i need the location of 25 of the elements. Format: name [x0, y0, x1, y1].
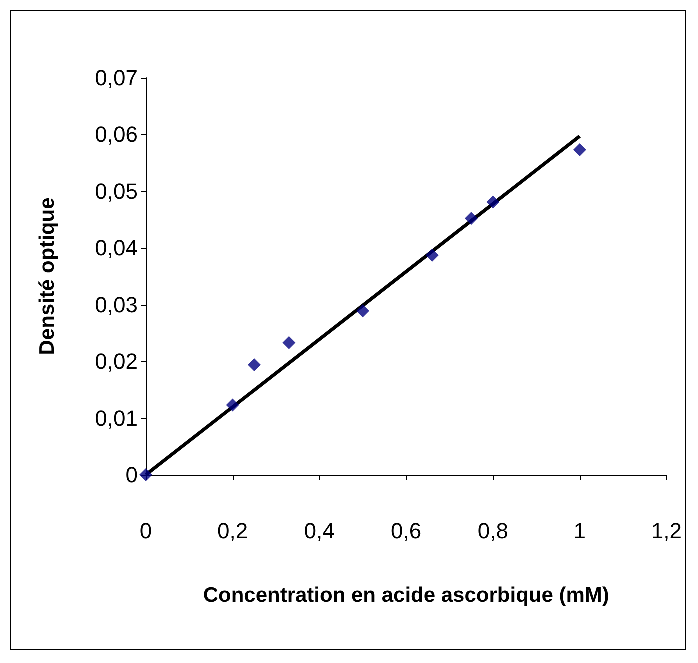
x-axis-title: Concentration en acide ascorbique (mM)	[203, 584, 610, 607]
point	[282, 336, 296, 350]
point	[426, 249, 439, 262]
y-tick-label: 0,07	[95, 66, 138, 90]
y-tick-label: 0,02	[95, 349, 138, 374]
point	[248, 358, 261, 372]
point	[486, 196, 500, 209]
point	[140, 468, 152, 482]
y-axis-title: Densité optique	[36, 198, 59, 356]
x-tick-label: 0,8	[478, 518, 508, 544]
x-tick-label: 0,4	[304, 518, 335, 544]
y-tick-label: 0,04	[95, 236, 138, 261]
y-tick-label: 0,06	[95, 122, 138, 148]
y-tick-label: 0,05	[95, 178, 138, 204]
y-tick-label: 0	[126, 462, 138, 488]
x-tick-label: 1	[574, 518, 586, 544]
point	[464, 212, 478, 226]
x-tick-label: 0,6	[391, 518, 422, 544]
point	[226, 398, 240, 412]
y-tick-label: 0,03	[95, 292, 138, 318]
x-tick-label: 0,2	[217, 518, 248, 544]
point	[573, 144, 586, 157]
x-tick-label: 1,2	[651, 518, 682, 544]
y-tick-label: 0,01	[95, 406, 138, 431]
point	[356, 304, 370, 318]
